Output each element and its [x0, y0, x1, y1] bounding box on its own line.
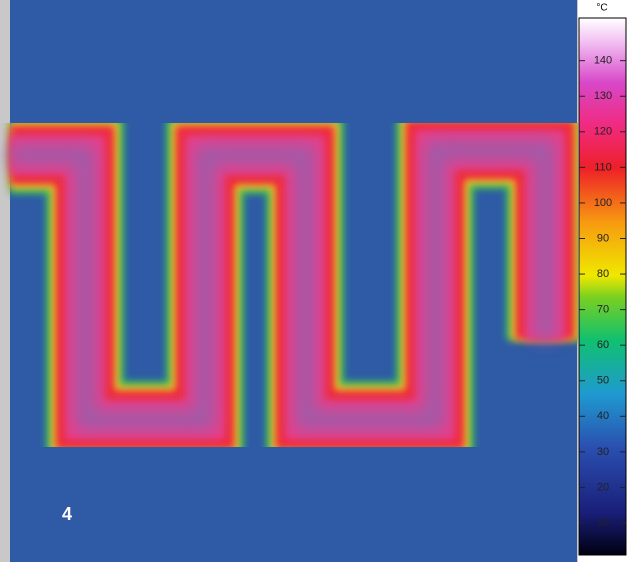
scale-tick-label: 90: [597, 232, 609, 244]
scale-tick-label: 120: [594, 126, 612, 138]
heated-pipe: [10, 55, 584, 459]
scale-tick-label: 20: [597, 481, 609, 493]
scale-tick-label: 40: [597, 410, 609, 422]
scale-tick-label: 10: [597, 517, 609, 529]
scale-tick-label: 130: [594, 90, 612, 102]
scale-tick-label: 140: [594, 55, 612, 67]
scale-gradient: [578, 17, 627, 556]
scale-tick-label: 100: [594, 197, 612, 209]
scale-tick-label: 70: [597, 304, 609, 316]
scale-tick-label: 50: [597, 375, 609, 387]
scale-tick-label: 80: [597, 268, 609, 280]
color-scale: °C 10 20 30 40 50 60 70 80 90 100 110 120 130 140: [578, 0, 627, 562]
scale-tick-label: 30: [597, 446, 609, 458]
scale-tick-label: 110: [594, 161, 612, 173]
scale-tick-label: 60: [597, 339, 609, 351]
scale-unit: °C: [596, 3, 607, 14]
image-label: 4: [62, 504, 72, 524]
